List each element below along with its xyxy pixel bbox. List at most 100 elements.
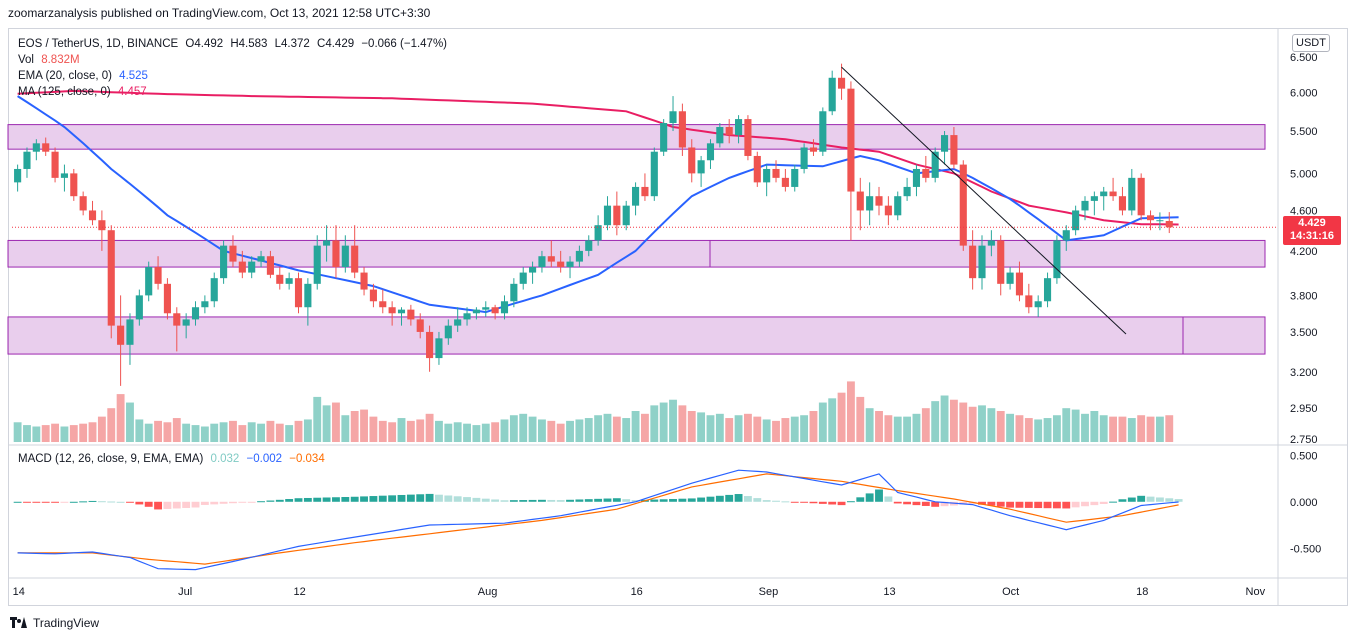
macd-histogram-bar xyxy=(360,496,368,502)
volume-bar xyxy=(481,423,490,442)
candle-body xyxy=(538,256,546,268)
volume-bar xyxy=(1024,418,1033,442)
macd-histogram-bar xyxy=(575,499,584,502)
tradingview-logo-icon[interactable] xyxy=(10,617,28,629)
candle-body xyxy=(388,307,396,314)
price-tick-label: 3.200 xyxy=(1290,367,1318,379)
ema-label[interactable]: EMA (20, close, 0) xyxy=(18,70,112,82)
publisher-line: zoomarzanalysis published on TradingView… xyxy=(8,6,431,20)
candle-body xyxy=(163,283,171,314)
macd-histogram-bar xyxy=(519,500,528,502)
volume-bar xyxy=(865,408,874,442)
macd-histogram-bar xyxy=(163,501,172,509)
main-legend: EOS / TetherUS, 1D, BINANCE O4.492 H4.58… xyxy=(18,36,447,100)
macd-hist-value: 0.032 xyxy=(210,453,240,465)
macd-histogram-bar xyxy=(1137,495,1146,502)
candle-body xyxy=(575,250,583,262)
macd-histogram-bar xyxy=(1155,497,1164,502)
ma-value: 4.457 xyxy=(117,86,147,98)
macd-histogram-bar xyxy=(135,501,144,505)
candle-body xyxy=(669,111,677,124)
volume-bar xyxy=(575,419,584,442)
volume-bar xyxy=(210,423,219,442)
volume-bar xyxy=(622,418,631,442)
candle-body xyxy=(603,205,612,226)
macd-tick-label: 0.500 xyxy=(1290,450,1318,462)
volume-bar xyxy=(154,420,162,442)
macd-histogram-bar xyxy=(743,496,752,502)
macd-histogram-bar xyxy=(1052,501,1061,509)
macd-label[interactable]: MACD (12, 26, close, 9, EMA, EMA) xyxy=(18,453,204,465)
volume-bar xyxy=(23,425,31,442)
volume-bar xyxy=(491,422,500,442)
candle-body xyxy=(79,196,87,211)
volume-bar xyxy=(116,394,125,442)
volume-bar xyxy=(1062,408,1071,442)
ma-label[interactable]: MA (125, close, 0) xyxy=(18,86,111,98)
volume-bar xyxy=(350,411,359,442)
macd-histogram-bar xyxy=(1015,501,1024,508)
volume-bar xyxy=(1071,409,1080,442)
candle-body xyxy=(500,301,509,314)
candle-body xyxy=(632,186,640,206)
candle-body xyxy=(772,168,780,178)
volume-bar xyxy=(60,426,69,442)
ma-row: MA (125, close, 0) 4.457 xyxy=(18,84,447,100)
footer-brand[interactable]: TradingView xyxy=(33,616,100,630)
macd-histogram-bar xyxy=(1118,499,1127,502)
macd-histogram-bar xyxy=(285,499,294,502)
macd-histogram-bar xyxy=(219,501,228,504)
volume-bar xyxy=(1165,415,1174,442)
candle-body xyxy=(1006,272,1014,284)
candle-body xyxy=(117,325,125,345)
candle-body xyxy=(369,289,377,302)
macd-tick-label: -0.500 xyxy=(1290,543,1321,555)
macd-histogram-bar xyxy=(229,501,237,504)
macd-histogram-bar xyxy=(1099,501,1108,505)
macd-histogram-bar xyxy=(182,501,191,508)
volume-bar xyxy=(257,423,265,442)
candle-body xyxy=(716,127,724,144)
candle-body xyxy=(828,77,836,112)
volume-bar xyxy=(818,402,827,442)
macd-histogram-bar xyxy=(650,499,659,502)
macd-histogram-bar xyxy=(1174,499,1183,502)
macd-histogram-bar xyxy=(931,501,940,507)
time-tick-label: 14 xyxy=(13,586,25,598)
volume-bar xyxy=(678,405,687,442)
candle-body xyxy=(248,261,256,273)
candle-body xyxy=(894,196,902,216)
zone-rect xyxy=(7,124,1266,150)
macd-histogram-bar xyxy=(790,501,799,503)
volume-bar xyxy=(406,420,415,442)
time-tick-label: Nov xyxy=(1246,586,1266,598)
macd-histogram-bar xyxy=(1006,501,1015,508)
macd-histogram-bar xyxy=(463,497,471,502)
candle-body xyxy=(491,307,499,314)
volume-bar xyxy=(978,405,986,442)
symbol-label[interactable]: EOS / TetherUS, 1D, BINANCE xyxy=(18,38,179,50)
macd-histogram-bar xyxy=(1062,501,1071,509)
volume-bar xyxy=(79,423,88,442)
volume-label[interactable]: Vol xyxy=(18,54,34,66)
macd-histogram-bar xyxy=(1024,501,1033,508)
candle-body xyxy=(557,261,565,268)
currency-button[interactable]: USDT xyxy=(1292,34,1330,52)
macd-histogram-bar xyxy=(566,499,574,502)
macd-tick-label: 0.000 xyxy=(1290,497,1318,509)
macd-histogram-bar xyxy=(734,494,743,502)
time-tick-label: 13 xyxy=(883,586,895,598)
volume-bar xyxy=(303,419,312,442)
candle-body xyxy=(613,205,621,226)
candle-body xyxy=(454,319,462,326)
candle-body xyxy=(426,331,434,359)
volume-bar xyxy=(893,416,902,442)
candle-body xyxy=(435,338,443,359)
volume-bar xyxy=(921,408,930,442)
macd-histogram-bar xyxy=(725,494,734,502)
candle-body xyxy=(641,186,649,197)
macd-histogram-bar xyxy=(715,495,724,502)
candle-body xyxy=(60,173,68,178)
volume-bar xyxy=(968,406,977,442)
